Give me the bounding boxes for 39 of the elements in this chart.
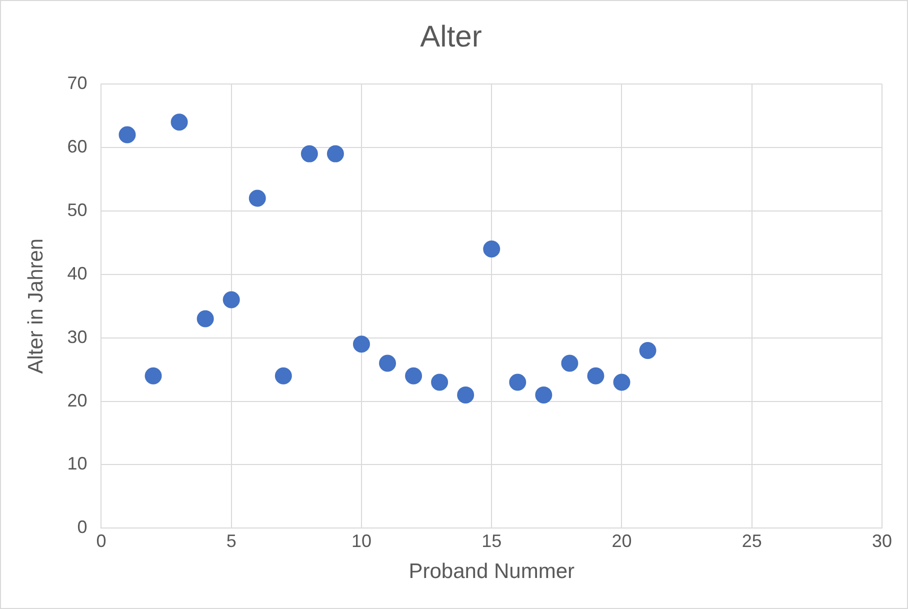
point (170, 114, 188, 131)
point (483, 240, 500, 258)
point (535, 386, 552, 404)
point (300, 145, 318, 162)
y-tick-label: 10 (67, 454, 88, 474)
y-tick-label: 70 (67, 72, 88, 93)
point (561, 354, 578, 372)
x-tick-label: 25 (742, 530, 762, 551)
point (613, 374, 630, 391)
x-tick-label: 10 (351, 530, 372, 551)
point (196, 310, 214, 328)
y-tick-label: 40 (67, 263, 88, 284)
point (222, 291, 240, 308)
x-tick-label: 15 (482, 530, 502, 551)
point (431, 374, 448, 391)
x-tick-label: 30 (872, 530, 892, 551)
y-tick-label: 20 (67, 390, 88, 410)
point (587, 367, 604, 384)
x-tick-label: 0 (96, 530, 106, 551)
point (118, 126, 136, 144)
point (248, 190, 266, 207)
point (405, 367, 422, 384)
point (144, 367, 162, 384)
y-tick-label: 0 (77, 517, 88, 538)
point (639, 342, 656, 360)
y-tick-label: 50 (67, 200, 88, 220)
point (457, 386, 474, 404)
point (326, 145, 344, 162)
point (509, 374, 526, 391)
x-axis-title: Proband Nummer (408, 560, 574, 584)
x-tick-label: 5 (226, 530, 236, 551)
y-axis-title: Alter in Jahren (24, 238, 48, 374)
point (274, 367, 292, 384)
y-tick-label: 60 (67, 136, 88, 156)
point (352, 336, 370, 353)
chart-title: Alter (420, 20, 482, 54)
point (379, 354, 396, 372)
x-tick-label: 20 (612, 530, 632, 551)
y-tick-label: 30 (67, 326, 88, 347)
